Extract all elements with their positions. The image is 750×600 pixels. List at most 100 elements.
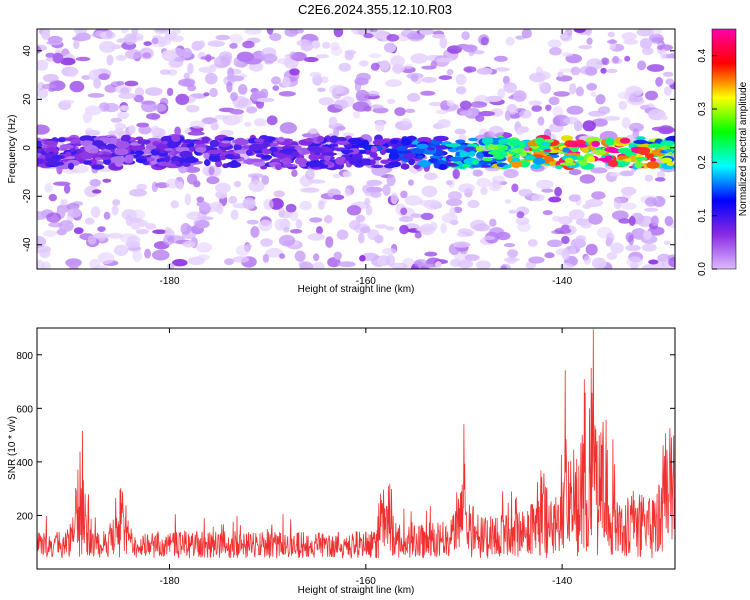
heatmap-cell <box>416 143 429 149</box>
heatmap-cell <box>590 167 608 174</box>
heatmap-cell <box>531 105 543 112</box>
heatmap-cell <box>385 79 403 87</box>
heatmap-cell <box>45 158 61 162</box>
heatmap-cell <box>104 84 117 93</box>
heatmap-cell <box>365 204 373 216</box>
heatmap-cell <box>502 75 510 85</box>
heatmap-cell <box>559 162 576 166</box>
heatmap-cell <box>372 139 386 146</box>
heatmap-cell <box>37 245 52 254</box>
heatmap-cell <box>646 161 660 169</box>
colorbar-tick-label: 0.3 <box>697 102 708 116</box>
heatmap-cell <box>218 51 233 62</box>
heatmap-cell <box>37 59 49 71</box>
heatmap-cell <box>476 67 493 75</box>
heatmap-cell <box>207 40 225 47</box>
heatmap-cell <box>81 75 91 80</box>
heatmap-cell <box>344 49 357 55</box>
heatmap-cell <box>582 120 596 132</box>
heatmap-cell <box>234 139 249 146</box>
heatmap-panel: -180 -160 -140 -40 -20 0 20 40 Height of strai… <box>7 28 676 295</box>
heatmap-cell <box>182 78 196 87</box>
colorbar: 0.0 0.1 0.2 0.3 0.4 Normalized spectral ampl… <box>697 28 749 276</box>
heatmap-cell <box>230 160 238 168</box>
heatmap-cell <box>80 152 93 160</box>
heatmap-cell <box>528 256 545 264</box>
heatmap-cell <box>542 210 553 216</box>
heatmap-cell <box>144 248 152 259</box>
heatmap-cell <box>664 215 674 227</box>
heatmap-cell <box>120 134 130 143</box>
heatmap-cell <box>503 243 516 248</box>
heatmap-cell <box>352 111 361 119</box>
heatmap-cell <box>503 168 519 179</box>
heatmap-cell <box>305 169 315 180</box>
heatmap-cell <box>370 62 380 71</box>
heatmap-cell <box>635 136 646 141</box>
heatmap-cell <box>405 108 416 113</box>
heatmap-cell <box>215 182 231 194</box>
heatmap-cell <box>324 214 333 224</box>
heatmap-cell <box>208 166 215 176</box>
heatmap-cell <box>336 125 346 131</box>
heatmap-cell <box>569 209 585 220</box>
heatmap-cell <box>298 163 307 168</box>
x-tick-label: -180 <box>159 576 179 587</box>
heatmap-cell <box>421 185 438 198</box>
heatmap-cell <box>37 124 50 135</box>
heatmap-cell <box>113 244 129 256</box>
heatmap-cell <box>185 166 201 173</box>
heatmap-cell <box>332 194 345 200</box>
heatmap-cell <box>302 187 320 193</box>
heatmap-cell <box>317 87 326 93</box>
heatmap-cell <box>177 181 184 191</box>
heatmap-cell <box>186 211 204 221</box>
heatmap-cell <box>527 239 538 247</box>
heatmap-cell <box>368 53 382 58</box>
heatmap-cell <box>606 68 618 74</box>
heatmap-cell <box>187 131 205 136</box>
heatmap-cell <box>233 149 250 154</box>
heatmap-cell <box>645 90 658 101</box>
heatmap-cell <box>386 174 396 186</box>
heatmap-cell <box>246 219 259 225</box>
heatmap-cell <box>655 76 663 87</box>
heatmap-cell <box>569 83 577 95</box>
heatmap-cell <box>403 152 417 159</box>
heatmap-cell <box>179 150 193 158</box>
heatmap-cell <box>230 209 239 221</box>
heatmap-cell <box>651 37 664 43</box>
heatmap-cell <box>241 145 252 150</box>
heatmap-cell <box>400 190 408 199</box>
heatmap-cell <box>205 72 218 85</box>
heatmap-cell <box>135 158 147 163</box>
heatmap-cell <box>435 109 448 115</box>
heatmap-cell <box>333 251 342 260</box>
heatmap-cell <box>75 32 91 41</box>
heatmap-cell <box>87 235 97 245</box>
heatmap-cell <box>551 230 564 235</box>
heatmap-cell <box>125 214 133 226</box>
heatmap-cell <box>618 218 632 224</box>
heatmap-cell <box>475 114 485 122</box>
heatmap-cell <box>648 108 666 121</box>
heatmap-cell <box>613 197 622 210</box>
heatmap-cell <box>660 140 675 146</box>
heatmap-cell <box>382 247 397 255</box>
heatmap-cell <box>558 216 573 225</box>
heatmap-cell <box>277 136 285 143</box>
heatmap-cell <box>194 147 207 153</box>
heatmap-cell <box>386 98 396 104</box>
heatmap-cell <box>336 229 349 240</box>
heatmap-cell <box>42 73 59 83</box>
heatmap-cell <box>552 114 570 127</box>
heatmap-cell <box>508 209 517 214</box>
heatmap-cell <box>229 42 238 49</box>
heatmap-cell <box>609 172 621 177</box>
heatmap-cell <box>666 162 675 166</box>
heatmap-cell <box>135 228 149 235</box>
heatmap-cell <box>151 181 158 193</box>
heatmap-cell <box>651 215 659 227</box>
heatmap-cell <box>103 211 111 220</box>
heatmap-cell <box>315 54 330 59</box>
